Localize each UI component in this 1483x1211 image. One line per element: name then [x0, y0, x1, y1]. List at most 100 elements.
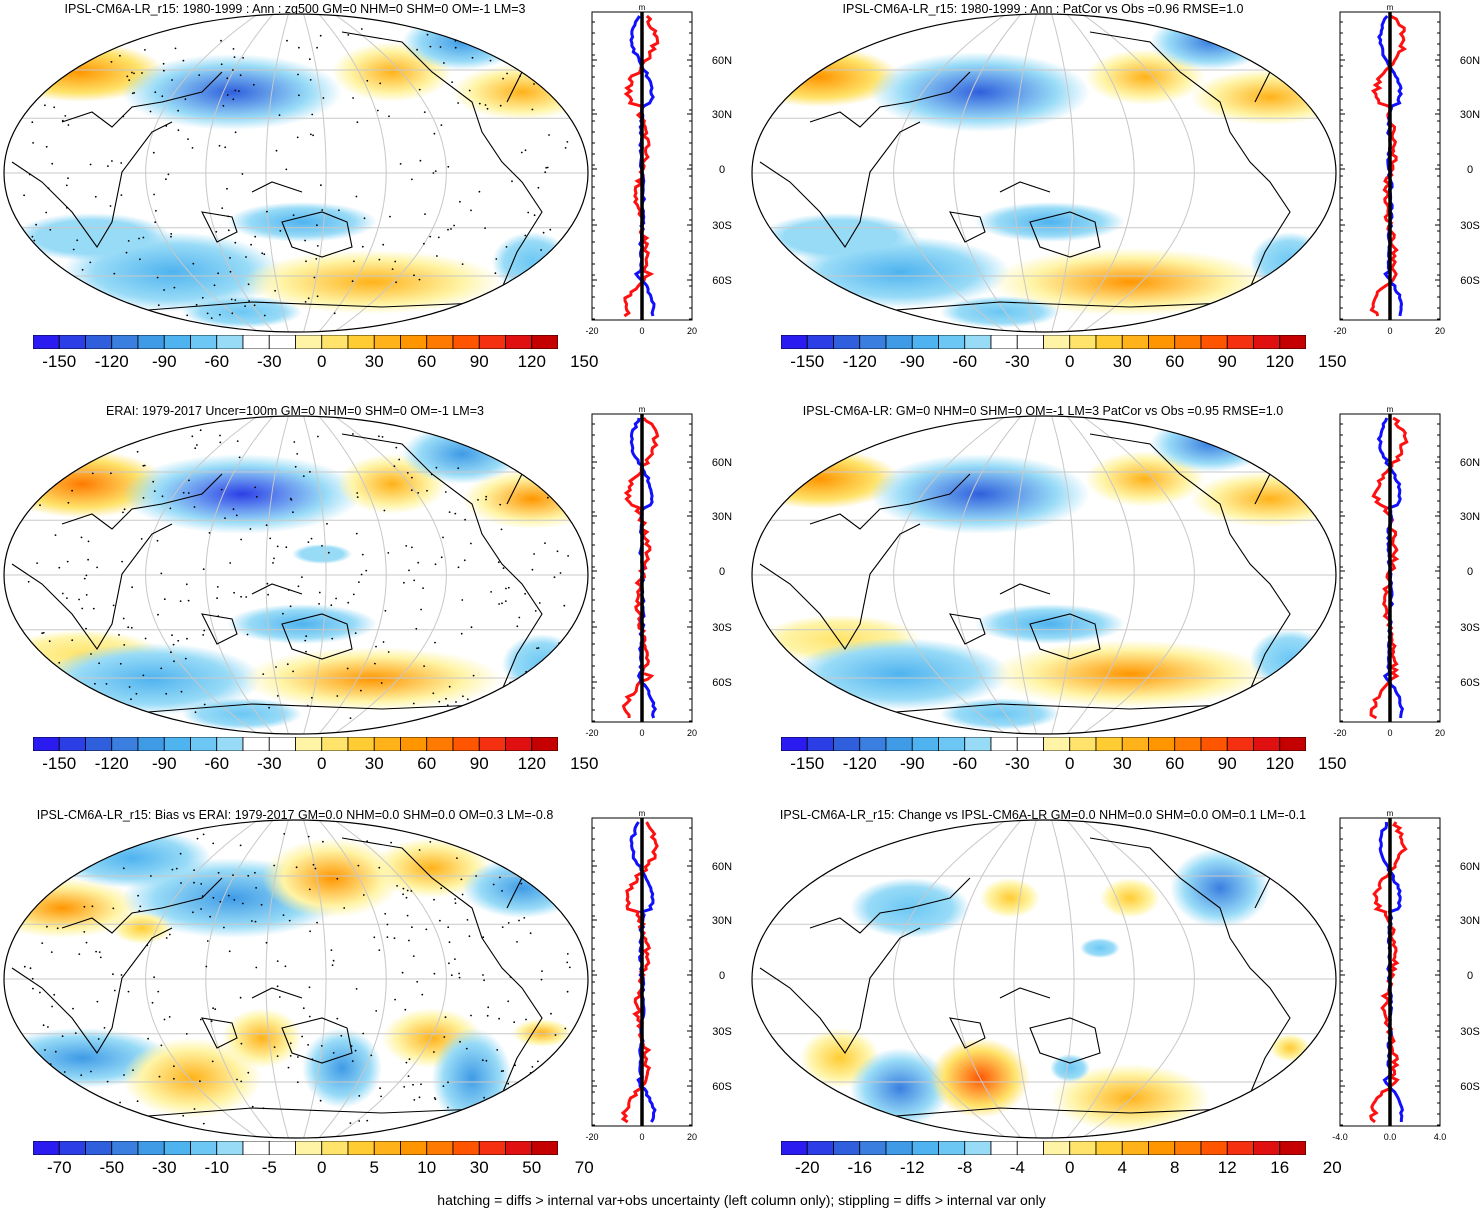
- colorbar-swatch: [216, 334, 244, 350]
- colorbar-swatch: [452, 334, 480, 350]
- colorbar-swatch: [990, 736, 1018, 752]
- profile-x-tick: 0: [639, 326, 644, 336]
- colorbar-swatch: [885, 736, 913, 752]
- colorbar-labels: -20 -16 -12 -8 -4 0 4 8 12 16 20: [781, 1155, 1342, 1179]
- coastline: [869, 1107, 1251, 1119]
- colorbar-swatch: [216, 736, 244, 752]
- colorbar-label: 12: [1217, 1158, 1237, 1177]
- colorbar-swatch: [1226, 1140, 1254, 1156]
- anomaly-region: [62, 232, 282, 312]
- latitude-label: 30N: [1460, 511, 1480, 523]
- colorbar-label: -60: [204, 352, 230, 371]
- colorbar-swatch: [780, 334, 808, 350]
- panel-p5: IPSL-CM6A-LR_r15: Bias vs ERAI: 1979-201…: [0, 808, 741, 1203]
- latitude-label: 0: [719, 566, 725, 578]
- latitude-label: 60N: [712, 457, 732, 469]
- colorbar-swatch: [295, 1140, 323, 1156]
- coastline: [809, 71, 971, 128]
- colorbar-swatch: [1279, 1140, 1307, 1156]
- colorbar-swatch: [859, 736, 887, 752]
- coastline: [201, 211, 238, 243]
- coastline: [341, 837, 543, 1119]
- colorbar-swatch: [1148, 334, 1176, 350]
- anomaly-region: [512, 1019, 572, 1047]
- colorbar-swatch: [1279, 736, 1307, 752]
- colorbar-swatch: [216, 1140, 244, 1156]
- profile-x-tick: -20: [1333, 326, 1346, 336]
- colorbar-swatch: [295, 334, 323, 350]
- anomaly-region: [222, 1008, 302, 1068]
- zonal-profile-p5: m -20 0 20 60N 30N 0 30S 60S: [585, 809, 732, 1142]
- latitude-label: 30N: [712, 109, 732, 121]
- colorbar-label: -120: [94, 352, 129, 371]
- latitude-label: 60S: [1460, 275, 1480, 287]
- colorbar-swatch: [885, 334, 913, 350]
- colorbar-swatch: [1226, 736, 1254, 752]
- profile-x-tick: 20: [687, 728, 697, 738]
- colorbar-swatch: [1253, 334, 1281, 350]
- latitude-label: 30N: [712, 915, 732, 927]
- coastline: [341, 31, 543, 313]
- coastline: [1029, 1017, 1101, 1064]
- profile-unit: m: [639, 405, 646, 414]
- colorbar-label: 90: [469, 754, 489, 773]
- anomaly-region: [790, 236, 1010, 308]
- colorbar-label: 5: [369, 1158, 379, 1177]
- colorbar-swatch: [1121, 1140, 1149, 1156]
- colorbar-swatch: [505, 736, 533, 752]
- coastline: [759, 523, 921, 651]
- colorbar-swatch: [1121, 334, 1149, 350]
- coastline: [341, 433, 543, 715]
- colorbar-swatch: [938, 1140, 966, 1156]
- latitude-label: 30S: [1460, 622, 1480, 634]
- panel-p1: IPSL-CM6A-LR_r15: 1980-1999 : Ann : zg50…: [0, 2, 741, 397]
- latitude-label: 60S: [1460, 677, 1480, 689]
- colorbar-swatch: [1148, 1140, 1176, 1156]
- colorbar-swatch: [1095, 1140, 1123, 1156]
- coastline: [121, 1107, 503, 1119]
- profile-unit: m: [1387, 3, 1394, 12]
- anomaly-region: [980, 878, 1040, 918]
- colorbar-swatch: [964, 1140, 992, 1156]
- colorbar-swatch: [58, 334, 86, 350]
- colorbar-swatch: [111, 736, 139, 752]
- colorbar-label: -20: [794, 1158, 820, 1177]
- colorbar-swatch: [1200, 334, 1228, 350]
- latitude-label: 60N: [712, 861, 732, 873]
- colorbar-label: -150: [42, 754, 77, 773]
- latitude-label: 0: [719, 164, 725, 176]
- latitude-label: 30S: [712, 220, 732, 232]
- colorbar-swatch: [1043, 736, 1071, 752]
- colorbar-swatch: [478, 334, 506, 350]
- colorbar-label: 150: [570, 352, 599, 371]
- colorbar-swatch: [426, 736, 454, 752]
- coastline: [201, 1017, 238, 1049]
- colorbar-label: -30: [151, 1158, 177, 1177]
- colorbar-label: -8: [957, 1158, 973, 1177]
- colorbar-label: 30: [469, 1158, 489, 1177]
- anomaly-region: [1100, 878, 1160, 918]
- anomaly-region: [242, 647, 502, 711]
- colorbar-swatch: [1043, 334, 1071, 350]
- latitude-label: 30N: [1460, 915, 1480, 927]
- coastline: [121, 301, 503, 313]
- colorbar-label: -60: [952, 754, 978, 773]
- anomaly-region: [850, 1048, 950, 1128]
- colorbar-label: -150: [790, 352, 825, 371]
- panel-title: IPSL-CM6A-LR_r15: Bias vs ERAI: 1979-201…: [36, 808, 554, 822]
- latitude-label: 60S: [712, 275, 732, 287]
- colorbar-label: -120: [842, 754, 877, 773]
- latitude-label: 60N: [712, 55, 732, 67]
- colorbar-label: -10: [204, 1158, 230, 1177]
- anomaly-region: [870, 52, 1090, 132]
- colorbar-swatch: [1095, 736, 1123, 752]
- latitude-label: 0: [1467, 164, 1473, 176]
- profile-unit: m: [1387, 405, 1394, 414]
- colorbar-label: 60: [417, 754, 437, 773]
- colorbar-p2: [780, 334, 1307, 350]
- coastline: [869, 301, 1251, 313]
- coastline: [759, 121, 921, 249]
- colorbar-label: -5: [261, 1158, 277, 1177]
- coastline: [949, 1017, 986, 1049]
- coastline: [201, 613, 238, 645]
